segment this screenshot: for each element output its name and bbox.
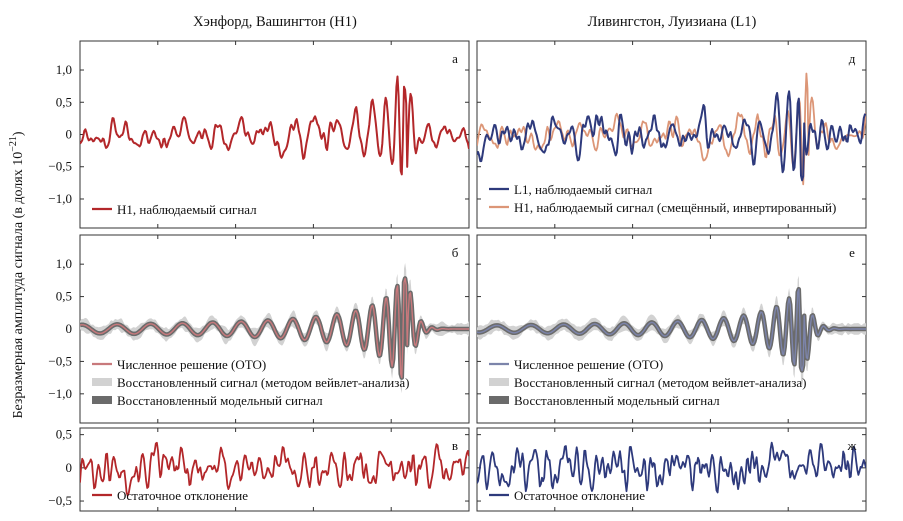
legend-label: Восстановленный модельный сигнал — [117, 393, 323, 408]
panel-letter: д — [849, 51, 856, 66]
y-tick-label: 1,0 — [56, 256, 72, 271]
panel-e: е Численное решение (ОТО) Восстановленный … — [476, 234, 867, 424]
series-line-0 — [477, 72, 866, 186]
panel-frame — [79, 40, 470, 229]
column-title-l1: Ливингстон, Луизиана (L1) — [588, 14, 757, 30]
series-line-0 — [477, 288, 866, 372]
panel-frame — [79, 427, 470, 512]
y-tick-label: −0,5 — [48, 159, 72, 174]
series-line-0 — [80, 277, 469, 379]
panel-letter: е — [849, 245, 855, 260]
legend-label: H1, наблюдаемый сигнал (смещённый, инвер… — [514, 200, 836, 215]
y-tick-label: −0,5 — [48, 353, 72, 368]
y-tick-label: 0,5 — [56, 427, 72, 442]
series-line-0 — [477, 441, 866, 494]
y-axis-label-exponent: −21 — [8, 136, 19, 152]
legend-label: Численное решение (ОТО) — [117, 357, 266, 372]
legend-label: H1, наблюдаемый сигнал — [117, 202, 257, 217]
plot-area — [80, 441, 469, 497]
plot-area — [477, 275, 866, 387]
legend-label: Восстановленный модельный сигнал — [514, 393, 720, 408]
panel-letter: б — [452, 245, 459, 260]
legend: Остаточное отклонение — [489, 488, 645, 503]
legend: Остаточное отклонение — [92, 488, 248, 503]
y-tick-label: −0,5 — [48, 493, 72, 508]
panel-v: 0,5 0 −0,5 в Остаточное отклонение — [48, 427, 470, 512]
plot-area — [80, 262, 469, 394]
legend: Численное решение (ОТО) Восстановленный с… — [92, 357, 409, 408]
legend-label: L1, наблюдаемый сигнал — [514, 182, 653, 197]
panel-d: д L1, наблюдаемый сигнал H1, наблюдаемый с… — [476, 40, 867, 229]
legend-swatch — [92, 396, 112, 404]
legend-swatch — [489, 378, 509, 386]
y-axis-label: Безразмерная амплитуда сигнала (в долях … — [8, 131, 26, 418]
y-tick-label: 1,0 — [56, 62, 72, 77]
panel-b: 1,0 0,5 0 −0,5 −1,0 б Численное решение (ОТО) В… — [48, 234, 470, 424]
y-tick-label: −1,0 — [48, 191, 72, 206]
series-line-0 — [80, 75, 469, 176]
legend-label: Остаточное отклонение — [514, 488, 645, 503]
column-title-h1: Хэнфорд, Вашингтон (H1) — [193, 14, 357, 30]
y-tick-label: 0,5 — [56, 94, 72, 109]
legend-label: Остаточное отклонение — [117, 488, 248, 503]
series-line-1 — [477, 90, 866, 182]
legend-label: Восстановленный сигнал (методом вейвлет-… — [117, 375, 409, 390]
y-tick-label: 0 — [66, 321, 73, 336]
legend-label: Численное решение (ОТО) — [514, 357, 663, 372]
y-tick-label: 0 — [66, 460, 73, 475]
plot-area — [477, 441, 866, 494]
legend-swatch — [92, 378, 112, 386]
panel-letter: ж — [847, 438, 858, 453]
plot-area — [80, 75, 469, 176]
y-tick-label: 0 — [66, 127, 73, 142]
panel-letter: в — [452, 438, 458, 453]
legend-swatch — [489, 396, 509, 404]
panels: 1,0 0,5 0 −0,5 −1,0 а H1, наблюдаемый сигнал д L… — [48, 40, 867, 512]
legend: L1, наблюдаемый сигнал H1, наблюдаемый си… — [489, 182, 836, 215]
plot-area — [477, 72, 866, 186]
panel-a: 1,0 0,5 0 −0,5 −1,0 а H1, наблюдаемый сигнал — [48, 40, 470, 229]
legend-label: Восстановленный сигнал (методом вейвлет-… — [514, 375, 806, 390]
panel-zh: ж Остаточное отклонение — [476, 427, 867, 512]
series-line-0 — [80, 441, 469, 497]
legend: H1, наблюдаемый сигнал — [92, 202, 257, 217]
y-tick-label: 0,5 — [56, 289, 72, 304]
y-axis-label-main: Безразмерная амплитуда сигнала (в долях … — [11, 152, 26, 419]
y-axis-label-close: ) — [11, 131, 26, 136]
legend: Численное решение (ОТО) Восстановленный с… — [489, 357, 806, 408]
panel-letter: а — [452, 51, 458, 66]
panel-frame — [476, 427, 867, 512]
y-tick-label: −1,0 — [48, 386, 72, 401]
